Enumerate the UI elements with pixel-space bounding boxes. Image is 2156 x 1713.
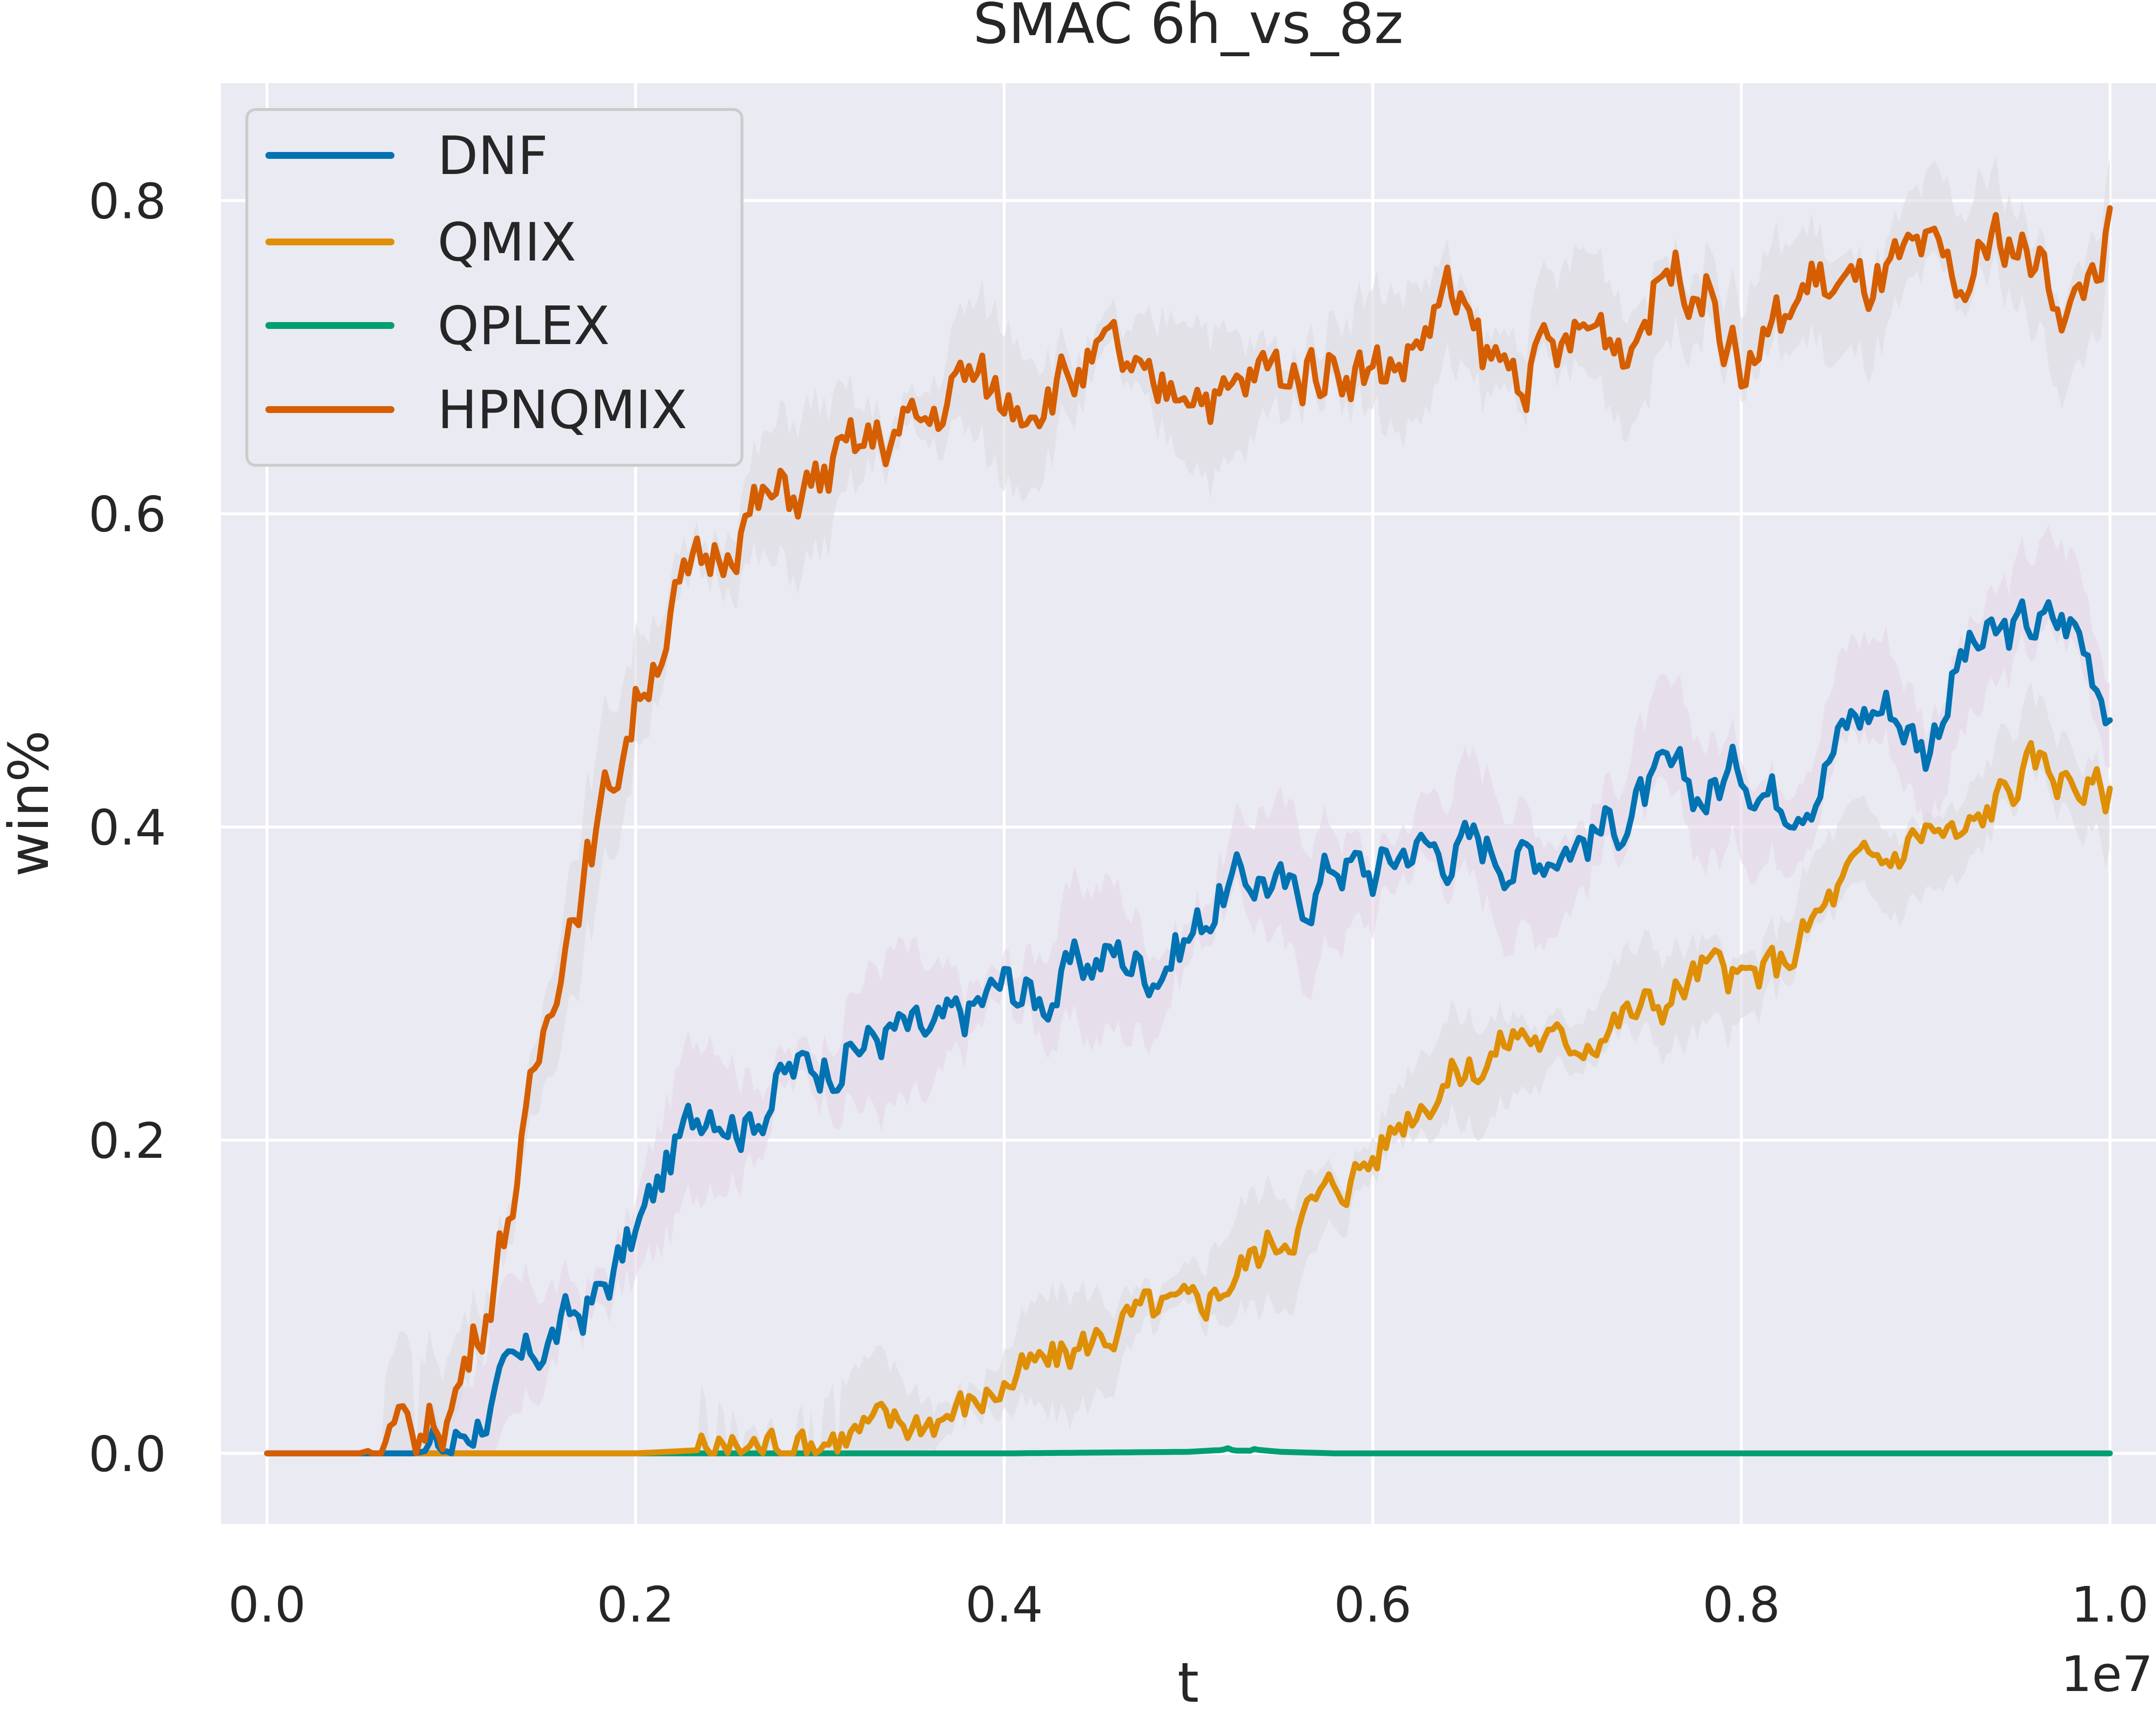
band-dnf: [267, 524, 2110, 1453]
x-axis-title: t: [1177, 1651, 1199, 1713]
y-tick-label: 0.2: [88, 1112, 166, 1170]
x-tick-label: 0.2: [597, 1576, 675, 1633]
y-tick-labels: 0.0 0.2 0.4 0.6 0.8: [88, 173, 166, 1482]
y-axis-title: win%: [0, 730, 61, 877]
x-tick-label: 1.0: [2071, 1576, 2149, 1633]
series-lines: [264, 205, 2113, 1456]
x-tick-labels: 0.0 0.2 0.4 0.6 0.8 1.0: [228, 1576, 2149, 1633]
band-hpnqmix: [267, 155, 2110, 1453]
x-tick-label: 0.8: [1702, 1576, 1780, 1633]
legend: DNF QMIX QPLEX HPNQMIX: [245, 108, 743, 467]
x-axis-offset-label: 1e7: [2061, 1646, 2153, 1703]
series-line-hpnqmix: [264, 205, 2113, 1456]
series-line-qmix: [264, 740, 2113, 1456]
legend-label-qplex: QPLEX: [437, 296, 610, 357]
y-tick-label: 0.8: [88, 173, 166, 230]
x-tick-label: 0.0: [228, 1576, 306, 1633]
series-line-dnf: [264, 598, 2113, 1456]
x-tick-label: 0.6: [1334, 1576, 1412, 1633]
y-tick-label: 0.4: [88, 799, 166, 856]
legend-label-dnf: DNF: [437, 126, 548, 187]
x-tick-label: 0.4: [965, 1576, 1043, 1633]
grid: [221, 83, 2156, 1524]
y-tick-label: 0.0: [88, 1426, 166, 1483]
legend-label-hpnqmix: HPNQMIX: [437, 380, 687, 441]
legend-label-qmix: QMIX: [437, 212, 576, 273]
variance-bands: [267, 155, 2110, 1453]
legend-box: [245, 108, 743, 467]
chart-title: SMAC 6h_vs_8z: [973, 0, 1404, 56]
y-tick-label: 0.6: [88, 486, 166, 543]
band-qmix: [267, 681, 2110, 1453]
